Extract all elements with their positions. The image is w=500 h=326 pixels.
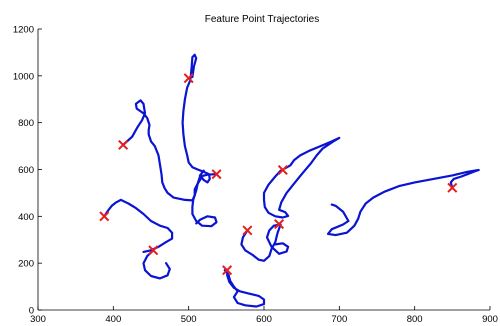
y-tick-label: 600 [18,165,34,176]
axes: 300 400 500 600 700 800 9000200400600800100012… [13,25,498,326]
x-tick-label: 900 [482,314,498,325]
y-tick-label: 1000 [13,71,34,82]
y-tick-label: 0 [29,306,34,317]
trajectory-line-7 [225,270,264,306]
chart-title: Feature Point Trajectories [205,14,320,25]
trajectory-line-9 [328,170,479,235]
trajectory-line-2 [123,100,215,200]
feature-point-marker [120,141,127,148]
trajectory-line-5 [104,200,172,252]
y-tick-label: 1200 [13,25,34,36]
x-tick-label: 500 [181,314,197,325]
y-tick-label: 400 [18,212,34,223]
y-tick-label: 800 [18,118,34,129]
x-tick-label: 800 [407,314,423,325]
y-tick-label: 200 [18,259,34,270]
feature-point-marker [101,213,108,220]
x-tick-label: 400 [105,314,121,325]
trajectory-line-1 [183,55,210,183]
x-tick-label: 600 [256,314,272,325]
trajectory-line-4 [264,138,339,218]
feature-point-marker [244,227,251,234]
plot-area [101,55,479,307]
trajectory-line-3 [192,177,216,227]
x-tick-label: 700 [331,314,347,325]
